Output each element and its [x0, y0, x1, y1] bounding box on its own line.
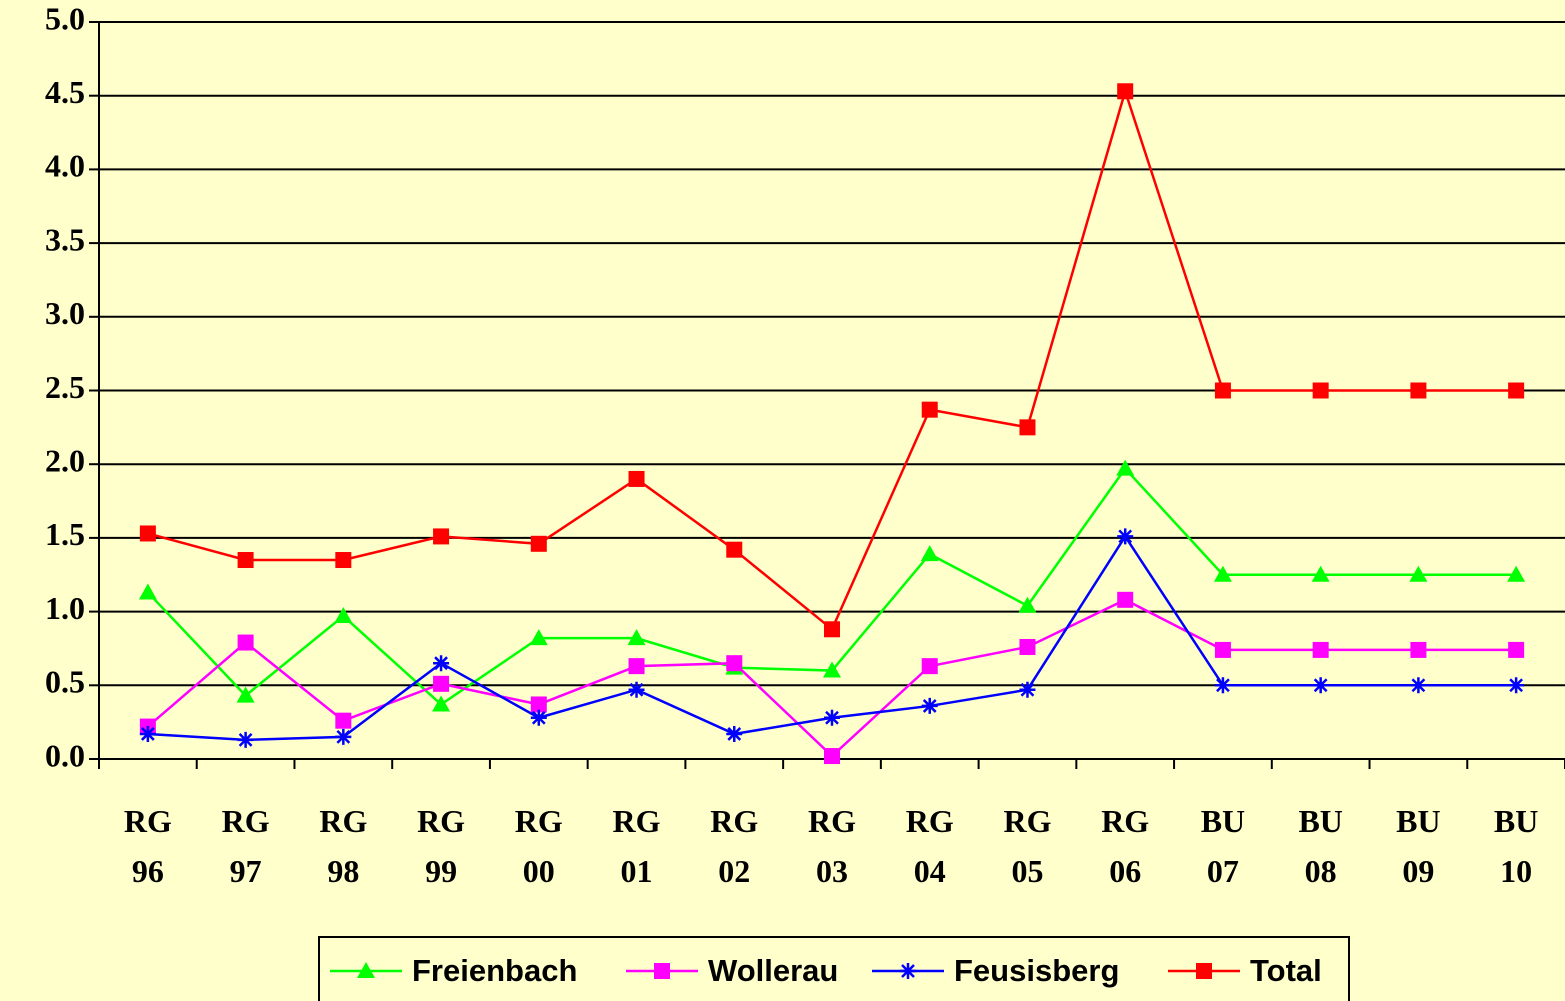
x-tick-label: RG 99	[417, 803, 465, 889]
marker	[237, 731, 254, 748]
legend-label: Freienbach	[412, 953, 577, 988]
series-line	[147, 87, 1517, 632]
marker	[628, 658, 645, 675]
marker	[1312, 382, 1329, 399]
marker	[824, 621, 840, 638]
y-tick-label: 2.5	[45, 369, 85, 405]
marker	[530, 709, 547, 726]
x-tick-label: BU 07	[1201, 803, 1245, 889]
marker	[628, 470, 645, 487]
legend: Freienbach Wollerau Feusisberg Total	[318, 936, 1350, 1001]
marker	[628, 681, 645, 698]
marker	[824, 748, 840, 765]
marker	[726, 541, 743, 558]
marker	[1214, 382, 1231, 399]
marker	[824, 709, 840, 726]
x-tick-label: BU 08	[1298, 803, 1342, 889]
marker	[433, 675, 450, 692]
marker	[237, 552, 254, 569]
marker	[1214, 677, 1231, 694]
marker	[726, 655, 743, 672]
y-tick-label: 1.5	[45, 516, 85, 552]
x-tick-label: RG 02	[710, 803, 758, 889]
marker	[921, 697, 938, 714]
y-tick-label: 0.0	[45, 737, 85, 773]
legend-label: Feusisberg	[954, 953, 1119, 988]
legend-label: Wollerau	[708, 953, 838, 988]
x-tick-label: RG 96	[124, 803, 172, 889]
marker	[236, 686, 255, 703]
marker	[1311, 565, 1330, 582]
marker	[1312, 641, 1329, 658]
marker	[1019, 681, 1036, 698]
marker	[921, 401, 938, 418]
x-tick-label: RG 97	[222, 803, 270, 889]
marker	[335, 552, 352, 569]
marker	[1116, 459, 1135, 476]
y-tick-label: 3.5	[45, 221, 85, 257]
marker	[1508, 677, 1525, 694]
marker	[1018, 596, 1037, 613]
marker	[432, 695, 451, 712]
x-tick-label: RG 06	[1101, 803, 1149, 889]
y-tick-label: 4.5	[45, 74, 85, 110]
marker	[1117, 83, 1134, 100]
marker	[1410, 641, 1427, 658]
marker	[1410, 382, 1427, 399]
y-tick-label: 2.0	[45, 443, 85, 479]
x-tick-label: BU 09	[1396, 803, 1440, 889]
x-tick-label: RG 05	[1003, 803, 1051, 889]
x-tick-label: RG 00	[515, 803, 563, 889]
x-tick-label: RG 01	[613, 803, 661, 889]
marker	[1410, 677, 1427, 694]
marker	[1213, 565, 1232, 582]
marker	[433, 655, 450, 672]
marker	[921, 658, 938, 675]
marker	[335, 728, 352, 745]
marker	[1508, 382, 1525, 399]
x-tick-label: RG 04	[906, 803, 954, 889]
y-tick-label: 4.0	[45, 148, 85, 184]
marker	[530, 696, 547, 713]
y-tick-label: 0.5	[45, 664, 85, 700]
marker	[1117, 591, 1134, 608]
marker	[1117, 528, 1134, 545]
marker	[627, 629, 646, 646]
marker	[335, 712, 352, 729]
x-tick-label: RG 03	[808, 803, 856, 889]
marker	[139, 725, 156, 742]
legend-label: Total	[1250, 953, 1322, 988]
y-tick-label: 3.0	[45, 295, 85, 331]
marker	[1196, 963, 1212, 979]
marker	[357, 962, 375, 978]
marker	[138, 583, 157, 600]
legend-box	[318, 936, 1350, 1001]
series-line	[147, 534, 1517, 742]
marker	[334, 607, 353, 624]
marker	[726, 725, 743, 742]
marker	[1019, 638, 1036, 655]
marker	[1312, 677, 1329, 694]
x-tick-label: RG 98	[319, 803, 367, 889]
marker	[237, 634, 254, 651]
marker	[1508, 641, 1525, 658]
x-tick-label: BU 10	[1494, 803, 1538, 889]
marker	[1507, 565, 1526, 582]
marker	[1409, 565, 1428, 582]
y-tick-label: 5.0	[45, 0, 85, 36]
marker	[530, 535, 547, 552]
marker	[529, 629, 548, 646]
marker	[433, 528, 450, 545]
marker	[1214, 641, 1231, 658]
marker	[654, 963, 670, 979]
marker	[823, 661, 841, 678]
marker	[900, 963, 916, 979]
y-tick-label: 1.0	[45, 590, 85, 626]
marker	[920, 545, 939, 562]
marker	[1019, 419, 1036, 436]
marker	[139, 525, 156, 542]
